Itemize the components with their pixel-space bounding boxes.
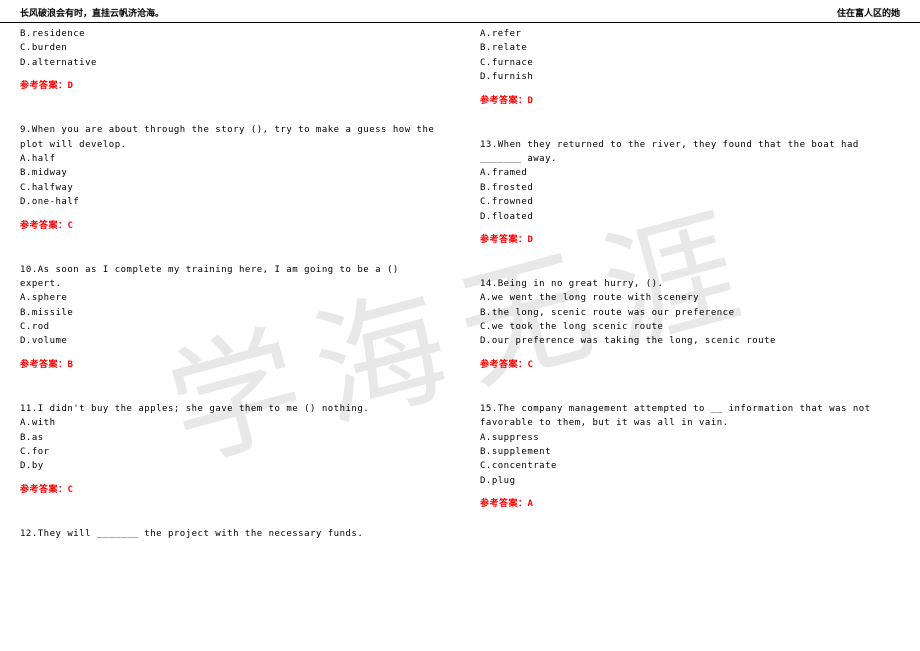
content-area: B.residence C.burden D.alternative 参考答案：… [0, 23, 920, 577]
q11-option-c: C.for [20, 445, 440, 459]
q8-option-b: B.residence [20, 27, 440, 41]
q15-text: 15.The company management attempted to _… [480, 402, 900, 431]
q15-option-b: B.supplement [480, 445, 900, 459]
q14-text: 14.Being in no great hurry, (). [480, 277, 900, 291]
q13-text: 13.When they returned to the river, they… [480, 138, 900, 167]
question-9: 9.When you are about through the story (… [20, 123, 440, 230]
question-11: 11.I didn't buy the apples; she gave the… [20, 402, 440, 495]
header-left-text: 长风破浪会有时，直挂云帆济沧海。 [20, 6, 164, 19]
q12-option-b: B.relate [480, 41, 900, 55]
q15-answer: 参考答案：A [480, 496, 900, 509]
q10-option-a: A.sphere [20, 291, 440, 305]
q10-text: 10.As soon as I complete my training her… [20, 263, 440, 292]
q15-option-d: D.plug [480, 474, 900, 488]
q10-option-b: B.missile [20, 306, 440, 320]
q12-answer: 参考答案：D [480, 93, 900, 106]
question-15: 15.The company management attempted to _… [480, 402, 900, 509]
q13-option-b: B.frosted [480, 181, 900, 195]
q13-option-a: A.framed [480, 166, 900, 180]
question-13: 13.When they returned to the river, they… [480, 138, 900, 245]
q12-text: 12.They will _______ the project with th… [20, 527, 440, 541]
q10-option-c: C.rod [20, 320, 440, 334]
q13-option-d: D.floated [480, 210, 900, 224]
q11-option-a: A.with [20, 416, 440, 430]
question-10: 10.As soon as I complete my training her… [20, 263, 440, 370]
q8-option-d: D.alternative [20, 56, 440, 70]
question-8-partial: B.residence C.burden D.alternative 参考答案：… [20, 27, 440, 91]
q14-option-b: B.the long, scenic route was our prefere… [480, 306, 900, 320]
q10-answer: 参考答案：B [20, 357, 440, 370]
q12-option-d: D.furnish [480, 70, 900, 84]
question-12-options: A.refer B.relate C.furnace D.furnish 参考答… [480, 27, 900, 106]
q10-option-d: D.volume [20, 334, 440, 348]
q11-option-b: B.as [20, 431, 440, 445]
q14-option-c: C.we took the long scenic route [480, 320, 900, 334]
page-header: 长风破浪会有时，直挂云帆济沧海。 住在富人区的她 [0, 0, 920, 23]
q13-answer: 参考答案：D [480, 232, 900, 245]
q9-option-c: C.halfway [20, 181, 440, 195]
q12-option-a: A.refer [480, 27, 900, 41]
q8-option-c: C.burden [20, 41, 440, 55]
q11-option-d: D.by [20, 459, 440, 473]
q15-option-a: A.suppress [480, 431, 900, 445]
q12-option-c: C.furnace [480, 56, 900, 70]
header-right-text: 住在富人区的她 [837, 6, 900, 19]
q9-answer: 参考答案：C [20, 218, 440, 231]
right-column: A.refer B.relate C.furnace D.furnish 参考答… [460, 27, 900, 573]
q14-option-d: D.our preference was taking the long, sc… [480, 334, 900, 348]
q15-option-c: C.concentrate [480, 459, 900, 473]
q14-answer: 参考答案：C [480, 357, 900, 370]
q11-answer: 参考答案：C [20, 482, 440, 495]
q8-answer: 参考答案：D [20, 78, 440, 91]
question-14: 14.Being in no great hurry, (). A.we wen… [480, 277, 900, 370]
q11-text: 11.I didn't buy the apples; she gave the… [20, 402, 440, 416]
left-column: B.residence C.burden D.alternative 参考答案：… [20, 27, 460, 573]
q9-option-a: A.half [20, 152, 440, 166]
q14-option-a: A.we went the long route with scenery [480, 291, 900, 305]
q9-option-d: D.one-half [20, 195, 440, 209]
q9-option-b: B.midway [20, 166, 440, 180]
q9-text: 9.When you are about through the story (… [20, 123, 440, 152]
q13-option-c: C.frowned [480, 195, 900, 209]
question-12-partial: 12.They will _______ the project with th… [20, 527, 440, 541]
